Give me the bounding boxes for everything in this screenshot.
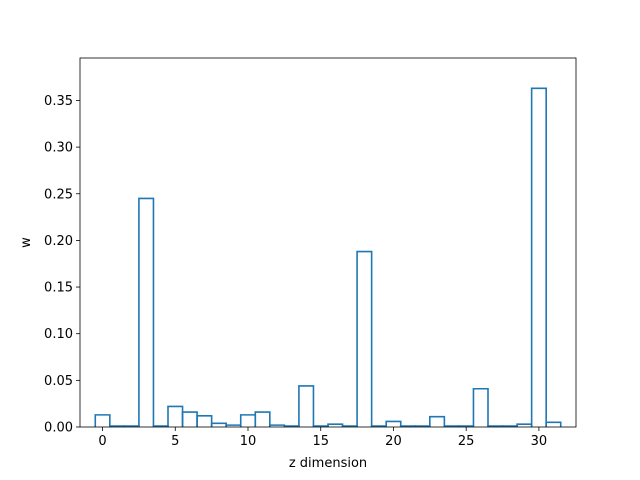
y-axis-ticks: 0.00 0.05 0.10 0.15 0.20 0.25 0.30 0.35 [44, 94, 80, 436]
y-tick-label: 0.30 [44, 141, 73, 156]
y-tick-label: 0.25 [44, 187, 73, 202]
y-axis-label: w [19, 237, 34, 248]
bar-30 [530, 87, 547, 427]
bar-0 [94, 414, 111, 427]
axes-frame [79, 57, 577, 428]
x-tick-label: 15 [312, 434, 329, 449]
x-tick-label: 25 [458, 434, 475, 449]
x-tick-label: 0 [98, 434, 106, 449]
bar-3 [138, 197, 155, 427]
x-tick-label: 10 [240, 434, 257, 449]
y-tick-label: 0.05 [44, 374, 73, 389]
bar-23 [429, 415, 446, 427]
bars [94, 87, 562, 427]
x-tick-label: 5 [171, 434, 179, 449]
y-tick-label: 0.35 [44, 94, 73, 109]
bar-31 [545, 421, 562, 427]
bar-26 [472, 387, 489, 427]
x-tick-label: 30 [531, 434, 548, 449]
x-axis-label: z dimension [289, 456, 367, 471]
x-axis-ticks: 0 5 10 15 20 25 30 [98, 427, 547, 449]
bar-14 [298, 385, 315, 427]
y-tick-label: 0.10 [44, 327, 73, 342]
x-tick-label: 20 [385, 434, 402, 449]
bar-11 [254, 411, 271, 427]
bar-18 [356, 250, 373, 427]
bar-20 [385, 420, 402, 427]
y-tick-label: 0.15 [44, 281, 73, 296]
bar-7 [196, 415, 213, 427]
y-tick-label: 0.20 [44, 234, 73, 249]
y-tick-label: 0.00 [44, 421, 73, 436]
